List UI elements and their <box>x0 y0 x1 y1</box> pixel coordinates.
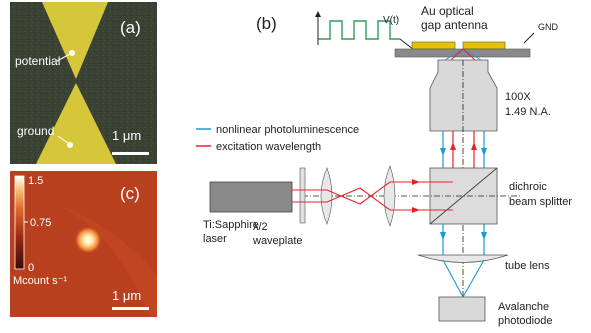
panel-b-setup: (b) V(t) Au optical gap antenna GND 100X… <box>196 4 572 327</box>
splitter-label-line1: dichroic <box>509 181 547 193</box>
substrate <box>394 48 531 58</box>
waveplate <box>299 167 306 224</box>
panel-c-label: (c) <box>120 184 140 203</box>
antenna-top-arm <box>42 2 108 79</box>
antenna-label-line1: Au optical <box>421 4 474 18</box>
colorbar-mid: 0.75 <box>30 217 51 229</box>
antenna-bottom-arm <box>36 83 116 164</box>
splitter-label-line2: beam splitter <box>509 196 572 208</box>
red-path-upper <box>292 181 453 205</box>
panel-b-label: (b) <box>256 14 277 33</box>
detector-label-line2: photodiode <box>498 315 552 327</box>
detector-label-line1: Avalanche <box>498 301 549 313</box>
panel-a-sem-image: (a) potential ground 1 μm <box>10 2 157 164</box>
gnd-label: GND <box>538 22 559 32</box>
antenna-label-line2: gap antenna <box>421 18 488 32</box>
telescope-lens-2 <box>383 165 396 227</box>
panel-a-scalebar-label: 1 μm <box>112 128 141 143</box>
tube-lens <box>417 254 509 263</box>
legend-blue-label: nonlinear photoluminescence <box>216 124 359 136</box>
potential-label: potential <box>15 54 60 68</box>
legend: nonlinear photoluminescence excitation w… <box>196 124 359 153</box>
voltage-label: V(t) <box>383 15 399 26</box>
waveplate-label-line2: waveplate <box>252 235 303 247</box>
antenna-right-electrode <box>462 41 506 50</box>
telescope-lens-1 <box>320 167 333 225</box>
panel-c-scalebar <box>112 307 149 310</box>
red-path-lower <box>292 187 453 211</box>
panel-c-pl-map: 1.5 0.75 0 Mcount s⁻¹ (c) 1 μm <box>10 171 157 317</box>
laser-body <box>209 181 293 213</box>
square-wave <box>318 20 400 40</box>
antenna-left-electrode <box>411 41 456 50</box>
panel-c-scalebar-label: 1 μm <box>112 288 141 303</box>
panel-a-label: (a) <box>120 18 141 37</box>
ground-marker <box>67 142 73 148</box>
colorbar <box>14 175 25 270</box>
tube-lens-label: tube lens <box>505 260 550 272</box>
pl-hotspot <box>74 226 102 254</box>
colorbar-unit: Mcount s⁻¹ <box>13 275 67 287</box>
objective-label-line2: 1.49 N.A. <box>505 106 551 118</box>
ground-label: ground <box>17 124 54 138</box>
waveplate-label-line1: λ/2 <box>253 221 268 233</box>
objective-label-line1: 100X <box>505 91 531 103</box>
potential-marker <box>69 50 75 56</box>
avalanche-photodiode <box>438 296 486 322</box>
colorbar-max: 1.5 <box>28 175 43 187</box>
legend-red-label: excitation wavelength <box>216 141 321 153</box>
laser-label-line2: laser <box>203 233 227 245</box>
objective-lens <box>429 59 498 132</box>
laser-label-line1: Ti:Sapphire <box>203 219 259 231</box>
colorbar-min: 0 <box>28 262 34 274</box>
panel-a-scalebar <box>112 152 149 155</box>
